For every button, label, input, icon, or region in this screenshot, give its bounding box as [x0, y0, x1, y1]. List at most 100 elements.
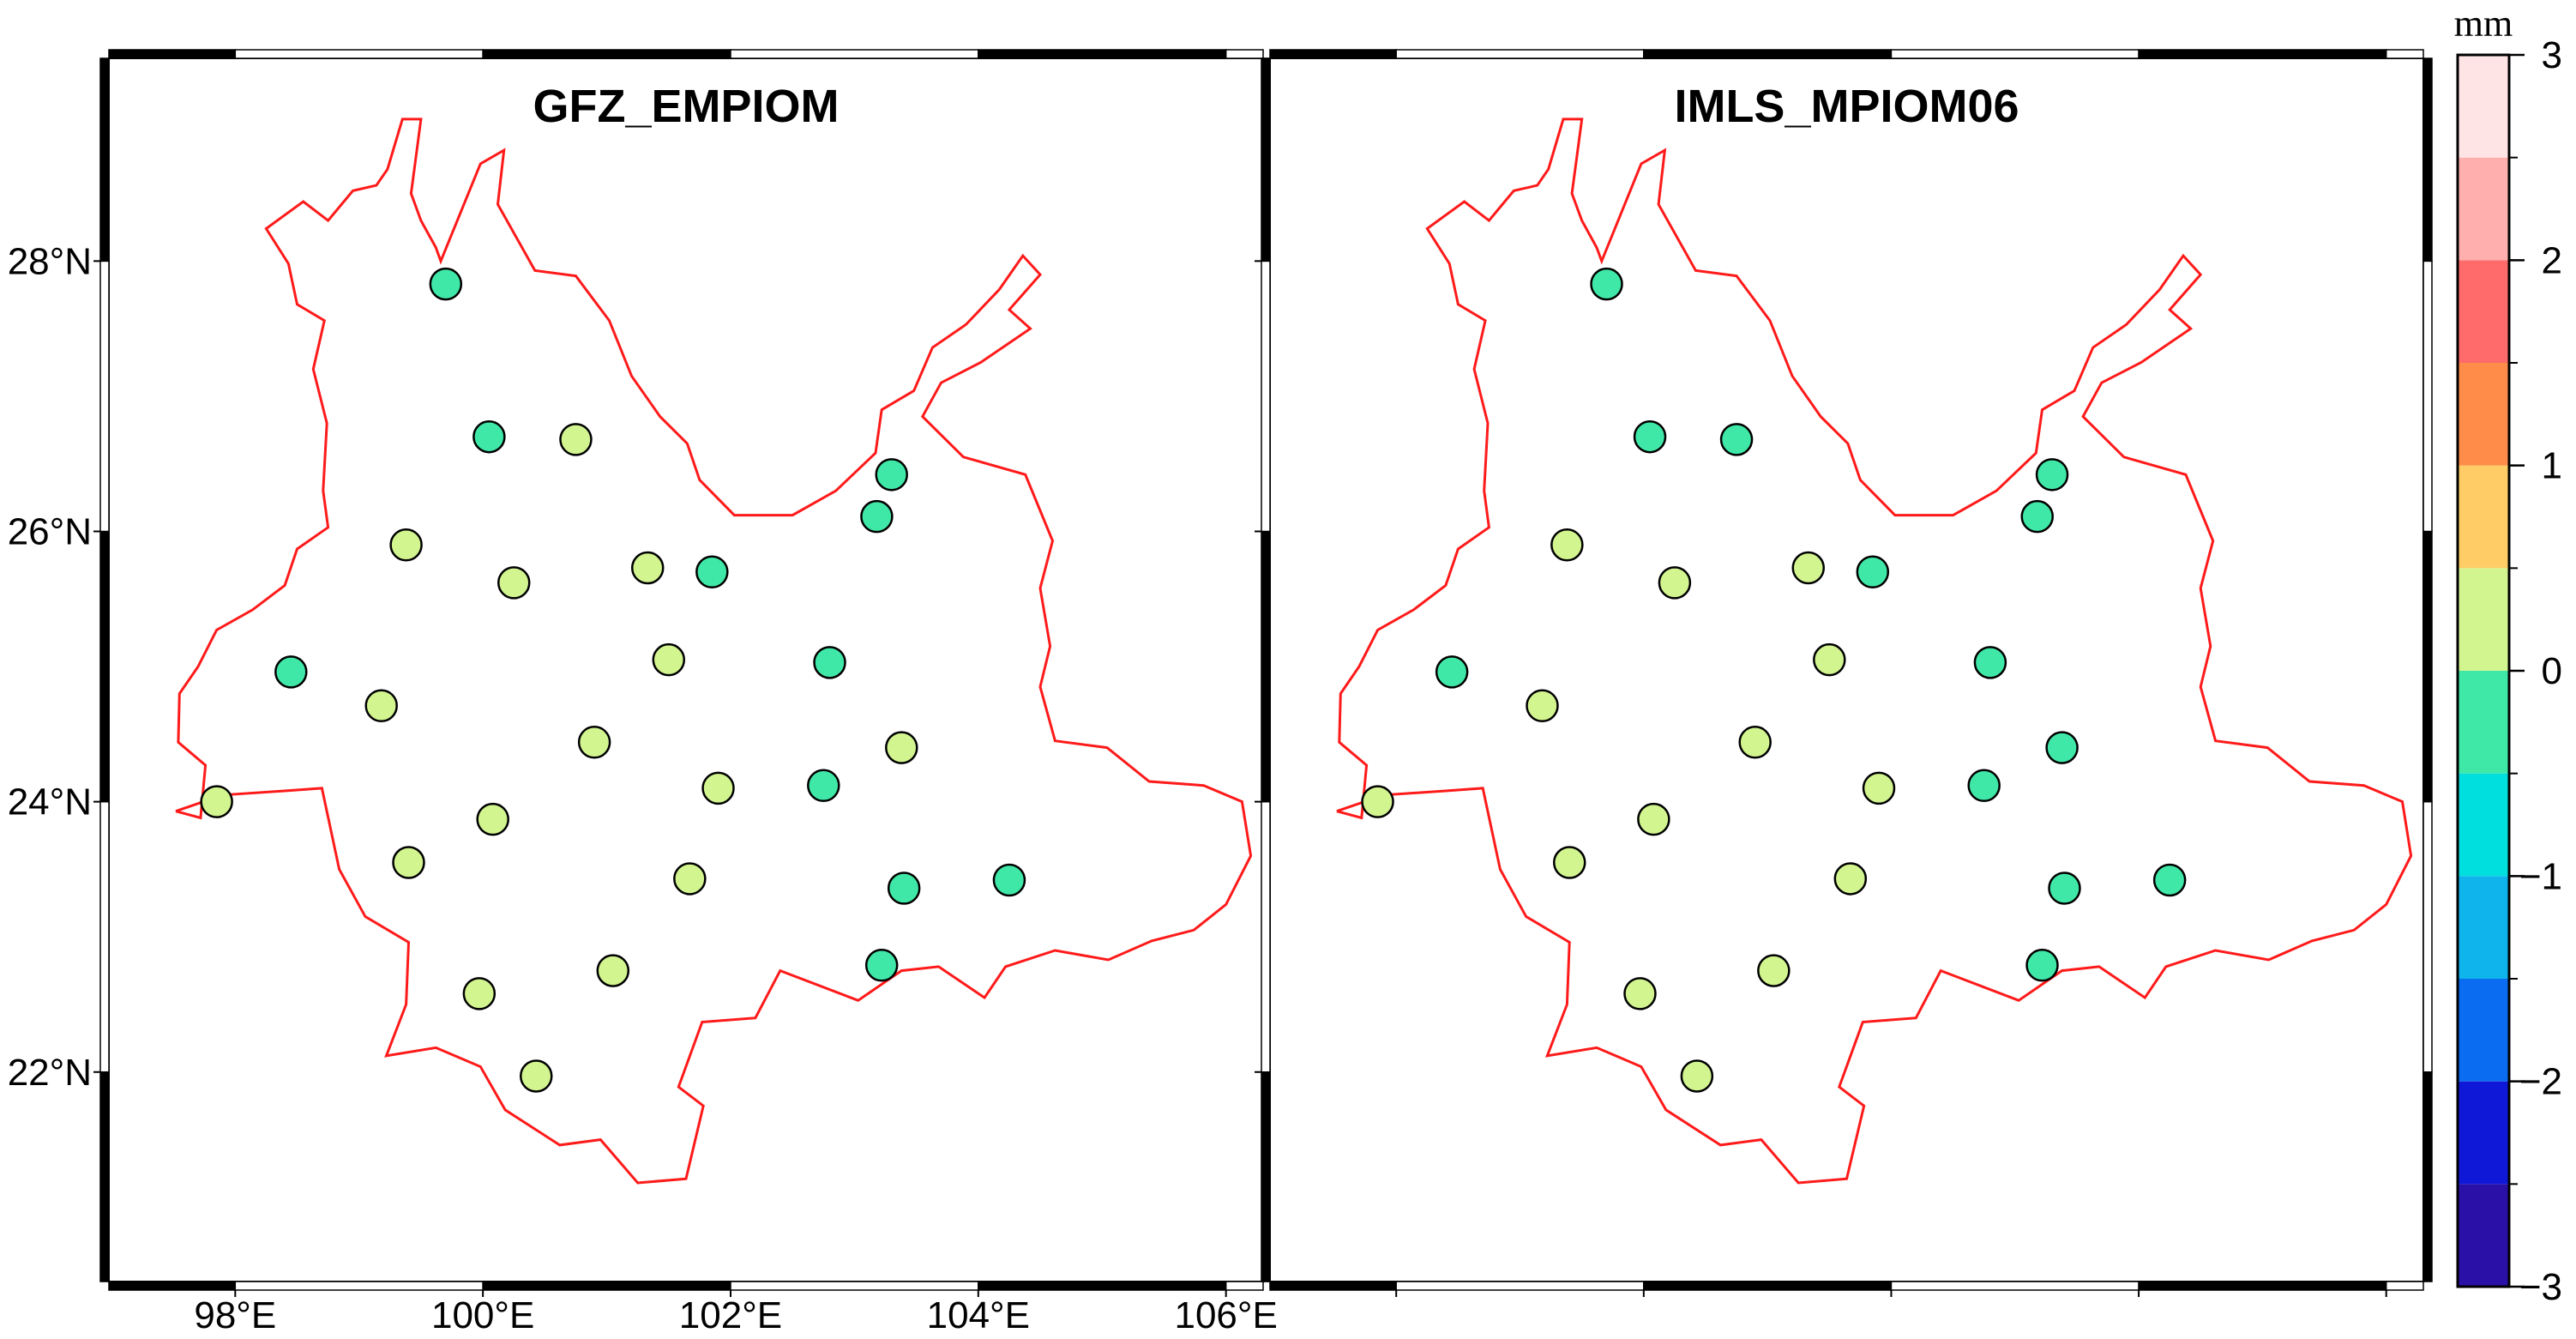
- longitude-label: 98°E: [194, 1294, 276, 1335]
- colorbar: 3 2 1 0 −1 −2 −3 mm: [2454, 3, 2562, 1308]
- longitude-label: 104°E: [927, 1294, 1030, 1335]
- station-marker: [1973, 646, 2007, 679]
- station-marker: [520, 1059, 553, 1093]
- frame-segment-right: [2423, 800, 2433, 1073]
- station-marker: [2020, 499, 2054, 534]
- colorbar-bin: [2458, 363, 2509, 466]
- colorbar-unit-label: mm: [2454, 3, 2513, 45]
- latitude-label: 26°N: [8, 510, 92, 552]
- frame-segment-left: [99, 57, 110, 262]
- station-marker: [1552, 846, 1586, 879]
- latitude-labels: 22°N 24°N 26°N 28°N: [8, 240, 92, 1093]
- frame-segment-left: [1261, 260, 1271, 533]
- station-marker: [652, 642, 686, 677]
- longitude-labels: 98°E 100°E 102°E 104°E 106°E: [194, 1294, 1277, 1336]
- frame-segment-top: [730, 49, 979, 59]
- longitude-label: 102°E: [679, 1294, 782, 1335]
- station-marker: [1856, 555, 1890, 589]
- frame-segment-top: [2385, 49, 2424, 59]
- colorbar-bin: [2458, 465, 2509, 569]
- station-marker: [2048, 872, 2081, 905]
- province-border: [1336, 118, 2413, 1185]
- colorbar-tick-label: 3: [2542, 34, 2562, 76]
- map-panel-right: IMLS_MPIOM06: [1255, 49, 2433, 1297]
- station-marker: [2035, 458, 2069, 492]
- station-marker: [1590, 267, 1623, 301]
- frame-segment-bottom: [108, 1281, 237, 1291]
- frame-segment-left: [99, 1071, 110, 1282]
- latitude-label: 28°N: [8, 240, 92, 282]
- frame-segment-top: [1269, 49, 1397, 59]
- station-marker: [2152, 863, 2187, 897]
- station-marker: [1550, 528, 1584, 562]
- frame-segment-left: [99, 800, 110, 1073]
- frame-segment-top: [1395, 49, 1645, 59]
- station-marker: [1833, 862, 1868, 896]
- station-marker: [1813, 642, 1846, 677]
- station-marker: [992, 863, 1026, 897]
- station-marker: [864, 949, 899, 982]
- station-marker: [701, 771, 735, 805]
- colorbar-tick-label: −1: [2519, 855, 2562, 897]
- frame-segment-right: [2423, 57, 2433, 262]
- frame-segment-top: [1225, 49, 1264, 59]
- station-marker: [860, 499, 894, 534]
- frame-segment-bottom: [234, 1281, 484, 1291]
- colorbar-ticks: [2509, 53, 2525, 1288]
- frame-segment-left: [1261, 530, 1271, 803]
- station-marker: [1435, 655, 1469, 689]
- station-marker: [577, 726, 611, 759]
- frame-segment-left: [1261, 800, 1271, 1073]
- frame-segment-top: [1890, 49, 2140, 59]
- colorbar-bin: [2458, 1081, 2509, 1185]
- station-marker: [1623, 977, 1657, 1010]
- frame-segment-bottom: [1890, 1281, 2140, 1291]
- frame-segment-left: [1261, 1071, 1271, 1282]
- frame-segment-top: [234, 49, 484, 59]
- map-panel-left: GFZ_EMPIOM 98°E 100°E 102°E 104°E 106°E 22°N…: [8, 49, 1278, 1336]
- frame-segment-right: [2423, 1071, 2433, 1282]
- station-marker: [695, 555, 729, 589]
- station-marker: [1757, 954, 1791, 987]
- station-marker: [813, 646, 846, 679]
- colorbar-bin: [2458, 773, 2509, 877]
- station-marker: [1658, 566, 1692, 600]
- province-border: [175, 118, 1253, 1185]
- frame-segment-bottom: [1225, 1281, 1264, 1291]
- map-title: IMLS_MPIOM06: [1674, 81, 2019, 132]
- station-marker: [274, 655, 308, 689]
- station-marker: [1967, 769, 2001, 802]
- station-marker: [875, 458, 908, 492]
- station-marker: [673, 862, 707, 896]
- station-marker: [1738, 726, 1772, 759]
- station-marker: [559, 423, 593, 456]
- colorbar-bins: [2458, 55, 2509, 1287]
- frame-segment-top: [2138, 49, 2387, 59]
- frame-segment-bottom: [1643, 1281, 1893, 1291]
- colorbar-tick-label: −2: [2519, 1061, 2562, 1103]
- station-marker: [2045, 731, 2079, 764]
- colorbar-tick-label: 1: [2542, 445, 2562, 487]
- colorbar-bin: [2458, 55, 2509, 158]
- colorbar-bin: [2458, 157, 2509, 261]
- frame-segment-bottom: [2385, 1281, 2424, 1291]
- frame-segment-bottom: [978, 1281, 1227, 1291]
- colorbar-tick-label: 2: [2542, 239, 2562, 281]
- frame-segment-top: [1643, 49, 1893, 59]
- station-markers: [200, 267, 1026, 1093]
- map-title: GFZ_EMPIOM: [533, 81, 839, 132]
- station-marker: [630, 551, 665, 585]
- colorbar-bin: [2458, 671, 2509, 774]
- frame-segment-bottom: [1395, 1281, 1645, 1291]
- frame-segment-bottom: [2138, 1281, 2387, 1291]
- station-marker: [1526, 689, 1559, 723]
- colorbar-bin: [2458, 979, 2509, 1082]
- frame-segment-top: [108, 49, 237, 59]
- station-marker: [2025, 949, 2059, 982]
- station-marker: [462, 977, 497, 1010]
- colorbar-tick-label: 0: [2542, 650, 2562, 692]
- frame-segment-left: [99, 530, 110, 803]
- colorbar-bin: [2458, 260, 2509, 363]
